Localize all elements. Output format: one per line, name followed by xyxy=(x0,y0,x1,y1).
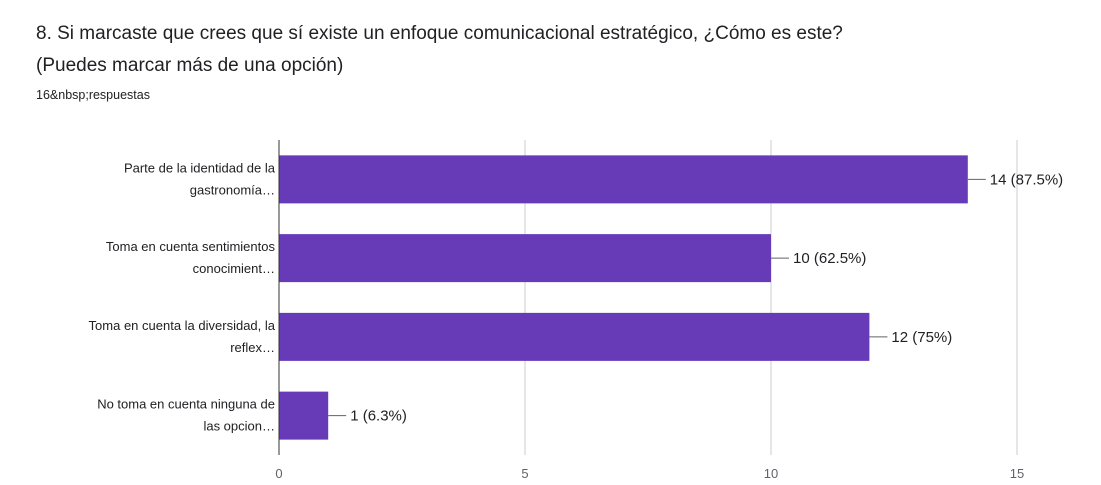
bar-0 xyxy=(279,155,968,204)
category-label-2-line-0: Toma en cuenta la diversidad, la xyxy=(89,318,276,333)
question-title-line-2: (Puedes marcar más de una opción) xyxy=(36,55,344,76)
data-label-0: 14 (87.5%) xyxy=(990,171,1063,188)
x-tick-label-1: 5 xyxy=(521,466,528,481)
bar-3 xyxy=(279,391,329,440)
data-label-2: 12 (75%) xyxy=(891,329,952,346)
response-count: 16&nbsp;respuestas xyxy=(36,88,150,102)
question-title: 8. Si marcaste que crees que sí existe u… xyxy=(36,18,1086,82)
bar-1 xyxy=(279,234,771,283)
x-tick-label-3: 15 xyxy=(1010,466,1024,481)
data-label-3: 1 (6.3%) xyxy=(350,408,407,425)
x-tick-label-2: 10 xyxy=(764,466,778,481)
category-label-1-line-1: conocimient… xyxy=(193,261,275,276)
category-label-0-line-1: gastronomía… xyxy=(190,182,275,197)
category-label-3-line-0: No toma en cuenta ninguna de xyxy=(97,397,275,412)
question-title-line-1: 8. Si marcaste que crees que sí existe u… xyxy=(36,23,843,44)
category-label-1-line-0: Toma en cuenta sentimientos xyxy=(106,239,276,254)
data-label-1: 10 (62.5%) xyxy=(793,250,866,267)
bar-2 xyxy=(279,312,870,361)
category-label-0-line-0: Parte de la identidad de la xyxy=(124,160,276,175)
category-label-3-line-1: las opcion… xyxy=(203,419,275,434)
category-label-2-line-1: reflex… xyxy=(230,340,275,355)
x-tick-label-0: 0 xyxy=(275,466,282,481)
